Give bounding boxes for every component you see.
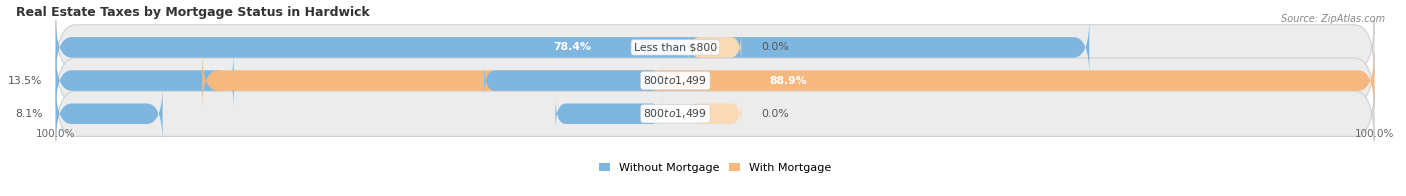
Legend: Without Mortgage, With Mortgage: Without Mortgage, With Mortgage: [595, 158, 835, 177]
FancyBboxPatch shape: [56, 51, 233, 110]
FancyBboxPatch shape: [202, 51, 1374, 110]
Text: 8.1%: 8.1%: [15, 109, 42, 119]
Text: 100.0%: 100.0%: [37, 129, 76, 139]
FancyBboxPatch shape: [56, 20, 1374, 74]
Text: 88.9%: 88.9%: [769, 76, 807, 86]
FancyBboxPatch shape: [56, 54, 1374, 108]
Text: 100.0%: 100.0%: [1354, 129, 1393, 139]
Text: 0.0%: 0.0%: [761, 42, 789, 52]
Text: Real Estate Taxes by Mortgage Status in Hardwick: Real Estate Taxes by Mortgage Status in …: [15, 5, 370, 19]
Text: Source: ZipAtlas.com: Source: ZipAtlas.com: [1281, 14, 1385, 24]
FancyBboxPatch shape: [689, 31, 741, 64]
Text: 0.0%: 0.0%: [761, 109, 789, 119]
FancyBboxPatch shape: [484, 64, 662, 97]
FancyBboxPatch shape: [56, 84, 163, 143]
Text: 13.5%: 13.5%: [8, 76, 42, 86]
Text: 78.4%: 78.4%: [554, 42, 592, 52]
Text: $800 to $1,499: $800 to $1,499: [644, 74, 707, 87]
Text: $800 to $1,499: $800 to $1,499: [644, 107, 707, 120]
FancyBboxPatch shape: [689, 97, 741, 130]
FancyBboxPatch shape: [56, 18, 1090, 77]
FancyBboxPatch shape: [56, 87, 1374, 141]
FancyBboxPatch shape: [555, 97, 662, 130]
Text: Less than $800: Less than $800: [634, 42, 717, 52]
